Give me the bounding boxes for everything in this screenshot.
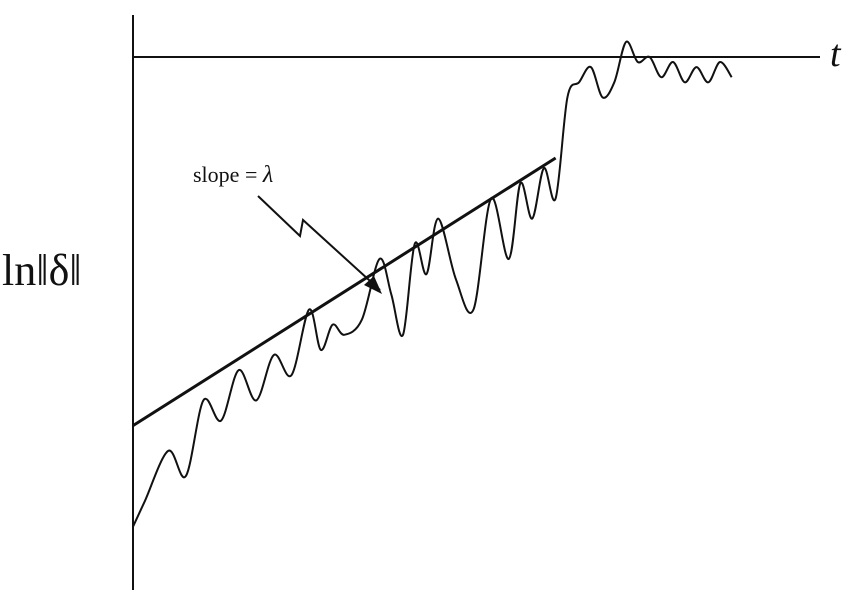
slope-annotation-pointer xyxy=(257,195,381,291)
plot-area xyxy=(132,40,733,528)
slope-fit-line xyxy=(132,156,557,427)
divergence-curve xyxy=(132,40,733,528)
slope-annotation-prefix: slope = xyxy=(193,162,263,187)
slope-annotation: slope = λ xyxy=(193,162,273,188)
slope-annotation-arrowhead xyxy=(364,276,382,294)
x-axis-label: t xyxy=(830,33,842,75)
slope-annotation-symbol: λ xyxy=(262,162,273,188)
y-axis-label: ln‖δ‖ xyxy=(2,246,82,295)
